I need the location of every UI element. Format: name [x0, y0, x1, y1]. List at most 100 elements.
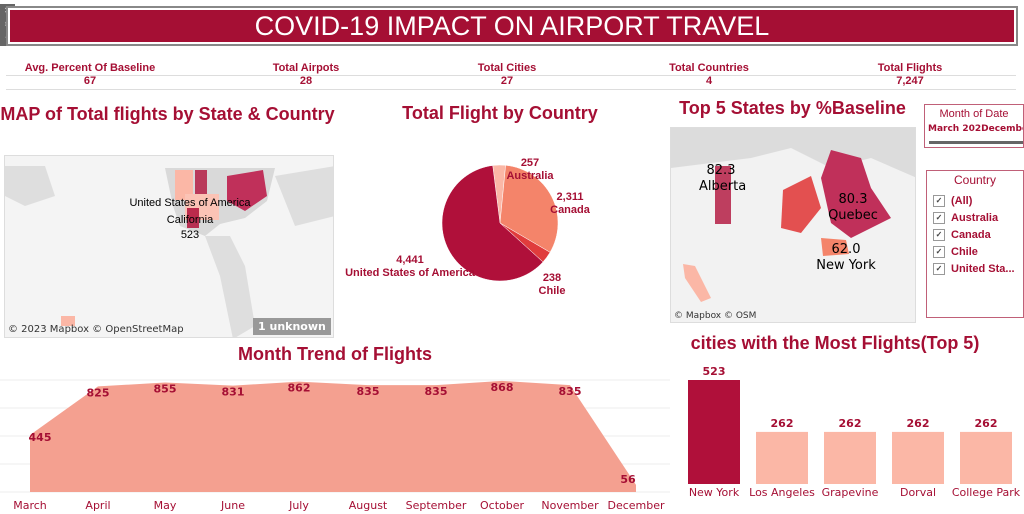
date-filter-title: Month of Date: [939, 108, 1009, 120]
x-tick-label: August: [349, 499, 388, 512]
country-option-label: Chile: [951, 245, 978, 258]
title-banner: COVID-19 IMPACT ON AIRPORT TRAVEL: [6, 6, 1018, 46]
map-attribution: © 2023 Mapbox © OpenStreetMap: [8, 324, 184, 335]
pie-slice-canada: [499, 165, 559, 253]
x-tick-label: September: [406, 499, 467, 512]
state-name: New York: [816, 258, 876, 273]
data-label: 835: [357, 385, 380, 398]
pie-name: Canada: [550, 204, 590, 216]
map2-label-new-york: 62.0 New York: [811, 242, 881, 274]
x-tick-label: October: [480, 499, 524, 512]
kpi-avg-baseline: Avg. Percent Of Baseline 67: [10, 62, 170, 88]
world-map-graphic: [5, 156, 333, 337]
kpi-value: 27: [500, 75, 514, 87]
date-slider[interactable]: [929, 141, 1023, 144]
country-option-label: United Sta...: [951, 262, 1015, 275]
x-tick-label: April: [85, 499, 110, 512]
pie-value: 257: [520, 157, 540, 169]
country-checkbox[interactable]: ✓ United Sta...: [933, 260, 1023, 277]
kpi-label: Avg. Percent Of Baseline: [24, 62, 156, 74]
data-label: 262: [771, 417, 794, 430]
kpi-value: 7,247: [896, 75, 924, 87]
checkbox-checked-icon[interactable]: ✓: [933, 245, 945, 258]
pie-value: 2,311: [556, 191, 584, 203]
country-option-label: Canada: [951, 228, 991, 241]
map1-title: MAP of Total flights by State & Country: [0, 104, 335, 124]
area-series: [30, 380, 636, 492]
x-tick-label: College Park: [952, 486, 1021, 499]
kpi-total-flights: Total Flights 7,247: [830, 62, 990, 88]
data-label: 262: [907, 417, 930, 430]
pie-label-usa: 4,441 United States of America: [335, 254, 485, 280]
checkbox-checked-icon[interactable]: ✓: [933, 262, 945, 275]
x-tick-label: March: [13, 499, 47, 512]
divider: [6, 89, 1016, 90]
state-value: 82.3: [706, 163, 736, 178]
kpi-total-airports: Total Airpots 28: [226, 62, 386, 88]
x-tick-label: Grapevine: [822, 486, 879, 499]
data-label: 862: [288, 382, 311, 395]
data-label: 831: [222, 386, 245, 399]
kpi-label: Total Countries: [669, 62, 749, 74]
bar-dorval: [892, 431, 944, 484]
data-label: 868: [491, 381, 514, 394]
bar-college-park: [960, 431, 1012, 484]
checkbox-checked-icon[interactable]: ✓: [933, 228, 945, 241]
x-tick-label: New York: [689, 486, 740, 499]
data-label: 445: [29, 431, 52, 444]
country-checkbox[interactable]: ✓ (All): [933, 192, 1023, 209]
pie-name: Australia: [506, 170, 554, 182]
pie-name: United States of America: [345, 267, 475, 279]
date-range-filter[interactable]: Month of Date March 202December: [924, 104, 1024, 148]
date-end: December: [981, 124, 1023, 134]
map2-title: Top 5 States by %Baseline: [679, 98, 906, 118]
kpi-total-countries: Total Countries 4: [629, 62, 789, 88]
kpi-value: 28: [299, 75, 313, 87]
country-checkbox[interactable]: ✓ Chile: [933, 243, 1023, 260]
pie-value: 238: [542, 272, 562, 284]
map-label-value: 523: [180, 229, 200, 241]
bar-title: cities with the Most Flights(Top 5): [690, 333, 980, 353]
dashboard-title: COVID-19 IMPACT ON AIRPORT TRAVEL: [10, 10, 1014, 42]
bar-los-angeles: [756, 431, 808, 484]
pie-slice-united-states-of-america: [441, 165, 544, 282]
unknown-indicator[interactable]: 1 unknown: [253, 318, 331, 335]
map2-label-quebec: 80.3 Quebec: [826, 192, 880, 224]
checkbox-checked-icon[interactable]: ✓: [933, 194, 945, 207]
pie-label-australia: 257 Australia: [500, 157, 560, 183]
map-top-states-baseline[interactable]: 82.3 Alberta 80.3 Quebec 62.0 New York © Ma…: [670, 127, 916, 323]
country-checkbox[interactable]: ✓ Canada: [933, 226, 1023, 243]
country-option-label: Australia: [951, 211, 999, 224]
bar-chart: 523 New York 262 Los Angeles 262 Grapevine 262…: [688, 365, 1021, 499]
state-name: Alberta: [699, 179, 747, 194]
data-label: 855: [154, 383, 177, 396]
state-value: 62.0: [831, 242, 861, 257]
data-label: 825: [87, 386, 110, 399]
country-filter[interactable]: Country ✓ (All) ✓ Australia ✓ Canada ✓ Chile ✓ Un…: [926, 170, 1024, 318]
x-tick-label: July: [288, 499, 309, 512]
data-label: 56: [620, 473, 636, 486]
x-tick-label: December: [607, 499, 665, 512]
bar-grapevine: [824, 431, 876, 484]
country-option-label: (All): [951, 194, 973, 207]
kpi-label: Total Flights: [877, 62, 943, 74]
kpi-value: 67: [83, 75, 97, 87]
area-chart: 445 March 825 April 855 May 831 June 862 July 835 A…: [0, 379, 670, 512]
map-label-state: California: [166, 214, 214, 226]
x-tick-label: June: [220, 499, 245, 512]
x-tick-label: Dorval: [900, 486, 936, 499]
data-label: 835: [425, 385, 448, 398]
state-name: Quebec: [828, 208, 878, 223]
x-tick-label: November: [541, 499, 599, 512]
kpi-total-cities: Total Cities 27: [427, 62, 587, 88]
map-flights-by-state[interactable]: United States of America California 523 …: [4, 155, 334, 338]
data-label: 262: [975, 417, 998, 430]
kpi-label: Total Airpots: [272, 62, 340, 74]
checkbox-checked-icon[interactable]: ✓: [933, 211, 945, 224]
area-title: Month Trend of Flights: [238, 344, 432, 364]
north-america-map-graphic: [671, 128, 915, 322]
pie-title: Total Flight by Country: [402, 103, 598, 123]
pie-value: 4,441: [396, 254, 424, 266]
date-start: March 202: [928, 124, 982, 134]
country-checkbox[interactable]: ✓ Australia: [933, 209, 1023, 226]
